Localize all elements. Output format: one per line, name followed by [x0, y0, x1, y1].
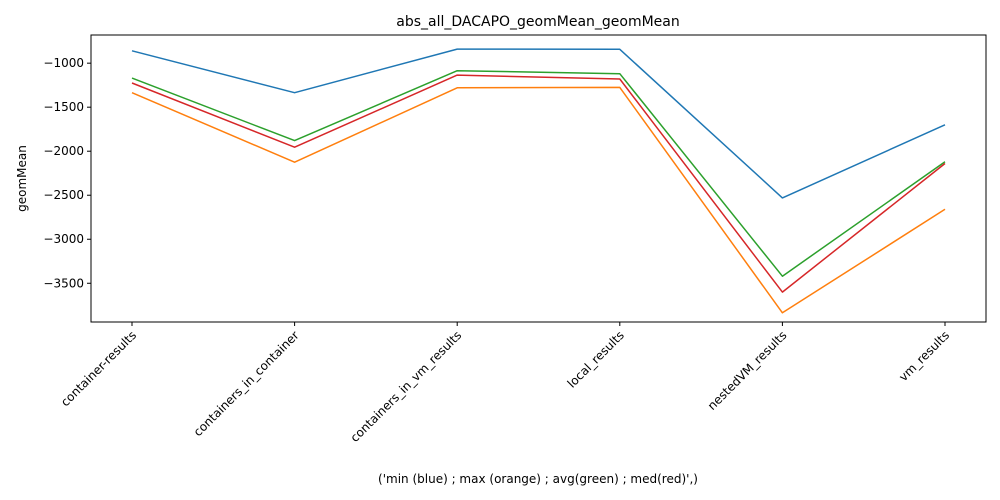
series-line-4 [131, 74, 946, 293]
y-tick-label: −1000 [43, 56, 84, 70]
y-tick-label: −2000 [43, 144, 84, 158]
x-tick-label: vm_results [896, 328, 952, 384]
x-tick-label: containers_in_vm_results [348, 328, 465, 445]
x-tick-label: nestedVM_results [705, 328, 790, 413]
series-line-2 [131, 86, 946, 314]
y-tick-label: −2500 [43, 188, 84, 202]
y-tick-label: −1500 [43, 100, 84, 114]
x-axis-label: ('min (blue) ; max (orange) ; avg(green)… [378, 472, 698, 486]
y-tick-label: −3500 [43, 276, 84, 290]
series-line-1 [131, 48, 946, 199]
y-axis-label: geomMean [15, 145, 29, 212]
y-tick-label: −3000 [43, 232, 84, 246]
x-tick-label: local_results [565, 328, 627, 390]
y-axis: −1000 −1500 −2000 −2500 −3000 −3500 [43, 56, 91, 290]
series-layer [131, 48, 946, 314]
x-tick-label: containers_in_container [191, 328, 302, 439]
plot-area-frame [90, 34, 987, 323]
x-axis: container-results containers_in_container… [58, 322, 952, 445]
series-line-3 [131, 69, 946, 277]
chart-title: abs_all_DACAPO_geomMean_geomMean [396, 14, 680, 30]
x-tick-label: container-results [58, 328, 139, 409]
